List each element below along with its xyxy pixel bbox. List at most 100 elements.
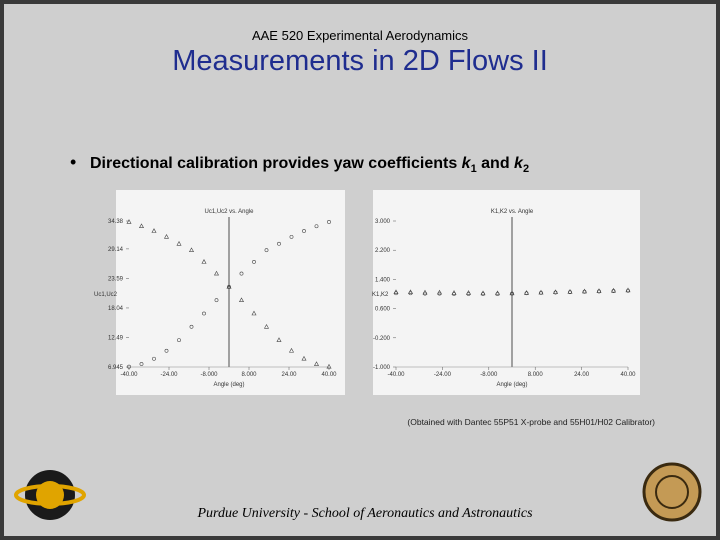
point [176, 240, 182, 246]
point [127, 364, 131, 369]
chart-title: K1,K2 vs. Angle [491, 209, 534, 215]
point [188, 247, 195, 252]
point [126, 219, 132, 224]
point [582, 289, 587, 294]
y-tick-label: 18.04 [108, 306, 124, 312]
point [177, 338, 181, 342]
k2-sub: 2 [523, 163, 529, 175]
point [264, 248, 269, 253]
point [213, 270, 220, 276]
k1-sub: 1 [471, 163, 477, 175]
point [452, 292, 456, 296]
point [509, 290, 515, 296]
caption: (Obtained with Dantec 55P51 X-probe and … [407, 417, 655, 427]
slide-title: Measurements in 2D Flows II [172, 45, 548, 77]
point [152, 356, 156, 361]
point [289, 234, 294, 239]
x-tick-label: -24.00 [434, 372, 452, 378]
point [437, 291, 442, 296]
logo-left [14, 470, 86, 520]
point [189, 324, 194, 329]
x-tick-label: 8.000 [528, 372, 544, 378]
point [301, 355, 307, 361]
point [276, 337, 282, 342]
y-tick-label: 2.200 [375, 248, 391, 254]
y-axis-label: K1,K2 [372, 292, 389, 298]
point [581, 288, 588, 294]
x-tick-label: 40.00 [620, 372, 636, 378]
point [277, 241, 281, 246]
point [568, 290, 572, 295]
point [138, 223, 145, 229]
point [151, 228, 157, 233]
logo-right [642, 462, 702, 522]
point [164, 348, 169, 353]
bullet-and: and [477, 155, 514, 172]
point [139, 362, 144, 366]
footer: Purdue University - School of Aeronautic… [196, 506, 533, 521]
y-tick-label: 29.14 [108, 247, 124, 253]
y-tick-label: 23.59 [108, 276, 124, 282]
y-tick-label: 3.000 [375, 219, 391, 225]
point [625, 287, 631, 293]
point [626, 288, 630, 293]
point [251, 310, 257, 316]
x-tick-label: -24.00 [160, 372, 178, 378]
point [238, 297, 245, 302]
x-tick-label: 40.00 [321, 372, 337, 378]
point [552, 289, 559, 294]
k1: k [462, 155, 472, 172]
point [263, 323, 270, 329]
x-tick-label: -40.00 [387, 372, 405, 378]
k2: k [514, 155, 524, 172]
point [523, 290, 530, 295]
x-tick-label: -40.00 [120, 372, 138, 378]
point [408, 291, 413, 296]
x-tick-label: 8.000 [241, 372, 257, 378]
point [611, 289, 616, 293]
point [510, 291, 514, 296]
chart-frame [373, 190, 640, 395]
point [539, 291, 543, 295]
point [326, 363, 332, 369]
point [596, 288, 602, 293]
point [610, 287, 617, 293]
point [313, 361, 320, 366]
point [288, 347, 295, 353]
x-axis-label: Angle (deg) [213, 382, 244, 388]
point [214, 298, 219, 303]
point [538, 289, 544, 295]
x-axis-label: Angle (deg) [496, 382, 527, 388]
point [252, 259, 256, 264]
y-tick-label: 0.600 [375, 307, 391, 313]
point [524, 291, 529, 296]
bullet-dot: • [70, 152, 76, 172]
y-tick-label: -0.200 [373, 336, 391, 342]
y-tick-label: 12.49 [108, 335, 124, 341]
x-tick-label: -8.000 [480, 372, 498, 378]
point [481, 292, 485, 296]
point [163, 234, 170, 239]
point [553, 290, 558, 295]
y-tick-label: 1.400 [375, 277, 391, 283]
point [201, 259, 207, 264]
chart-title: Uc1,Uc2 vs. Angle [204, 209, 254, 215]
point [314, 224, 319, 229]
point [597, 289, 601, 294]
chart-frame [116, 190, 345, 395]
y-tick-label: -1.000 [373, 365, 391, 371]
point [239, 271, 244, 276]
point [302, 229, 306, 233]
x-tick-label: 24.00 [574, 372, 590, 378]
point [227, 284, 231, 289]
point [567, 288, 573, 294]
point [423, 291, 427, 296]
point [466, 292, 471, 296]
bullet-main: Directional calibration provides yaw coe… [90, 155, 462, 172]
x-tick-label: -8.000 [200, 372, 218, 378]
bullet-text: Directional calibration provides yaw coe… [90, 155, 529, 175]
x-tick-label: 24.00 [281, 372, 297, 378]
y-axis-label: Uc1,Uc2 [94, 292, 118, 298]
point [202, 311, 206, 316]
